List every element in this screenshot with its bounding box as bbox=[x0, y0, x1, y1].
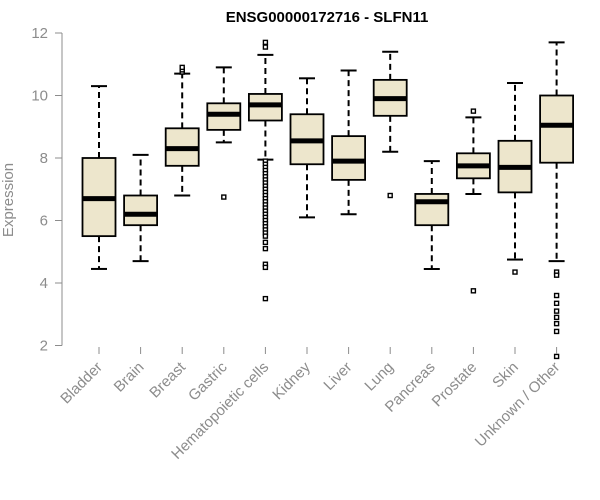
box-4 bbox=[247, 39, 283, 302]
outlier-point bbox=[262, 39, 269, 46]
outlier-point bbox=[553, 300, 560, 307]
x-tick-label: Breast bbox=[146, 358, 189, 401]
x-tick-label: Lung bbox=[361, 359, 397, 395]
box-iqr bbox=[539, 94, 574, 164]
outlier-point bbox=[179, 64, 185, 71]
x-tick-label: Brain bbox=[111, 359, 148, 396]
box-9 bbox=[455, 108, 491, 294]
y-tick-label: 8 bbox=[40, 150, 48, 167]
y-axis: 2 4 6 8 10 12 bbox=[31, 25, 63, 355]
outlier-point bbox=[221, 194, 227, 200]
box-7 bbox=[372, 50, 408, 199]
box-10 bbox=[497, 82, 533, 275]
x-tick-label: Bladder bbox=[57, 359, 106, 408]
box-2 bbox=[164, 64, 200, 197]
outlier-point bbox=[553, 314, 560, 321]
y-axis-label: Expression bbox=[0, 163, 17, 237]
y-tick-label: 4 bbox=[40, 275, 48, 292]
y-tick-label: 12 bbox=[31, 25, 48, 42]
x-tick-label: Prostate bbox=[429, 359, 481, 411]
box-1 bbox=[123, 153, 158, 263]
outlier-point bbox=[553, 328, 560, 335]
box-6 bbox=[331, 69, 367, 216]
box-iqr bbox=[331, 135, 367, 181]
y-tick-label: 6 bbox=[40, 213, 48, 230]
y-tick-label: 10 bbox=[31, 88, 48, 105]
outlier-point bbox=[553, 353, 560, 360]
outlier-point bbox=[262, 264, 269, 271]
outlier-point bbox=[553, 292, 560, 299]
box-3 bbox=[206, 66, 242, 200]
x-tick-label: Skin bbox=[489, 359, 522, 392]
box-11 bbox=[539, 41, 574, 360]
box-8 bbox=[414, 160, 450, 270]
y-tick-label: 2 bbox=[40, 338, 48, 355]
box-iqr bbox=[123, 194, 158, 227]
boxes-layer bbox=[81, 39, 574, 360]
outlier-point bbox=[262, 233, 269, 239]
outlier-point bbox=[553, 272, 560, 278]
outlier-point bbox=[262, 295, 269, 302]
box-iqr bbox=[414, 193, 450, 227]
outlier-point bbox=[512, 269, 518, 275]
outlier-point bbox=[553, 320, 560, 327]
box-5 bbox=[289, 77, 325, 219]
outlier-point bbox=[553, 308, 560, 314]
x-tick-label: Liver bbox=[320, 359, 355, 394]
outlier-point bbox=[262, 44, 269, 50]
chart-title: ENSG00000172716 - SLFN11 bbox=[226, 9, 429, 26]
outlier-point bbox=[262, 245, 269, 252]
box-0 bbox=[81, 85, 117, 270]
outlier-point bbox=[470, 108, 477, 114]
outlier-point bbox=[470, 288, 477, 294]
x-tick-label: Kidney bbox=[269, 358, 314, 403]
outlier-point bbox=[262, 239, 269, 246]
outlier-point bbox=[387, 192, 393, 199]
